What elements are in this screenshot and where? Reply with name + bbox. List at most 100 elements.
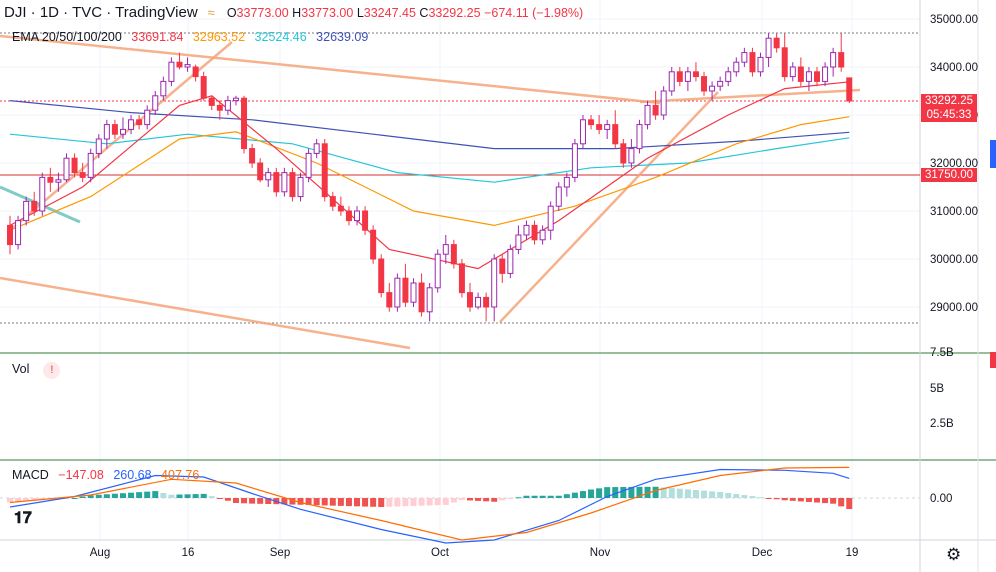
candle [23, 196, 30, 226]
macd-histogram-bar [814, 498, 820, 503]
macd-histogram-bar [660, 487, 667, 498]
macd-label: MACD [12, 468, 49, 482]
volume-legend[interactable]: Vol! [12, 362, 61, 379]
macd-histogram-bar [507, 498, 514, 499]
candle-body [555, 186, 562, 207]
macd-histogram-bar [95, 494, 102, 498]
macd-histogram-bar [668, 488, 675, 498]
trendline [639, 88, 861, 104]
candle [507, 244, 514, 279]
candle-body [31, 200, 38, 212]
candle-body [701, 76, 708, 92]
macd-histogram-bar [241, 498, 248, 504]
candle-body [15, 220, 22, 246]
candle [628, 139, 635, 168]
volume-axis-label: 5B [930, 383, 944, 395]
change-readout: −674.11 (−1.98%) [484, 5, 584, 20]
candle [579, 115, 586, 149]
macd-histogram-bar [684, 489, 691, 498]
macd-histogram-bar [644, 486, 651, 498]
macd-histogram-bar [725, 493, 732, 498]
right-edge-marker-red [990, 352, 996, 368]
macd-histogram-bar [797, 498, 804, 502]
candle-body [200, 76, 207, 99]
macd-histogram-bar [499, 498, 506, 501]
candle-body [55, 179, 62, 183]
candle-body [450, 244, 457, 265]
macd-histogram-bar [491, 498, 498, 502]
candle [458, 259, 465, 298]
macd-histogram-bar [717, 492, 724, 498]
ema20-value: 33691.84 [131, 30, 184, 44]
candle [378, 254, 385, 298]
macd-histogram-bar [628, 486, 635, 498]
candle [136, 115, 143, 130]
macd-histogram-bar [289, 498, 296, 505]
candle-body [241, 97, 248, 150]
candle-body [168, 61, 175, 82]
macd-histogram-bar [71, 498, 78, 499]
macd-histogram-bar [111, 493, 118, 498]
macd-histogram-bar [547, 495, 554, 498]
candle-body [846, 77, 853, 102]
candle-body [95, 138, 102, 154]
candle-body [426, 287, 433, 313]
candle-body [563, 176, 570, 188]
candle [483, 292, 490, 322]
compare-icon[interactable]: ≈ [207, 5, 215, 20]
tradingview-logo-icon[interactable]: 𝟏𝟕 [14, 510, 32, 527]
trendline [499, 91, 719, 323]
macd-histogram-bar [168, 494, 175, 498]
candle [676, 67, 683, 87]
macd-histogram-bar [265, 498, 272, 504]
macd-histogram-bar [475, 498, 482, 501]
candle [15, 215, 22, 250]
macd-histogram-bar [676, 488, 683, 498]
warning-icon[interactable]: ! [43, 362, 61, 379]
candle [781, 33, 788, 82]
candle-body [491, 258, 498, 308]
macd-histogram-bar [208, 496, 215, 498]
candle-body [636, 124, 643, 150]
macd-histogram-bar [588, 489, 595, 498]
candle-body [144, 109, 151, 126]
macd-histogram-bar [224, 498, 231, 501]
macd-histogram-bar [773, 498, 780, 500]
ema100-value: 32524.46 [254, 30, 307, 44]
right-edge-marker-blue [990, 140, 996, 168]
candle-body [152, 95, 159, 111]
candle-body [305, 152, 312, 178]
candle [184, 57, 191, 72]
candle [620, 139, 627, 168]
macd-axis-label: 0.00 [930, 493, 952, 505]
candle-body [354, 210, 361, 222]
candle-body [733, 61, 740, 73]
macd-legend[interactable]: MACD −147.08 260.68 407.76 [12, 468, 205, 482]
ema200-line [9, 100, 850, 150]
candle [709, 81, 716, 101]
candle-body [418, 282, 425, 313]
macd-histogram-bar [830, 498, 837, 504]
candle [31, 191, 38, 216]
settings-gear-icon[interactable]: ⚙ [946, 545, 962, 564]
candle [224, 95, 231, 115]
candle-body [588, 119, 595, 126]
macd-histogram-bar [418, 498, 425, 506]
candle-body [781, 47, 788, 78]
macd-histogram-bar [7, 498, 13, 503]
candle-body [345, 210, 352, 222]
last-price-value: 33292.25 [925, 95, 973, 107]
candle-body [483, 296, 490, 308]
macd-histogram-bar [337, 498, 344, 506]
macd-signal-value: 407.76 [161, 468, 200, 482]
candle-body [741, 52, 748, 63]
macd-histogram-bar [515, 497, 522, 499]
candle-body [289, 172, 296, 198]
macd-histogram-bar [370, 498, 377, 507]
macd-histogram-bar [846, 498, 853, 510]
candle [612, 110, 619, 149]
candle-body [232, 97, 239, 102]
ema-legend[interactable]: EMA 20/50/100/200 33691.84 32963.52 3252… [12, 30, 374, 44]
symbol-title[interactable]: DJI · 1D · TVC · TradingView [4, 4, 198, 21]
macd-histogram-bar [394, 498, 401, 507]
